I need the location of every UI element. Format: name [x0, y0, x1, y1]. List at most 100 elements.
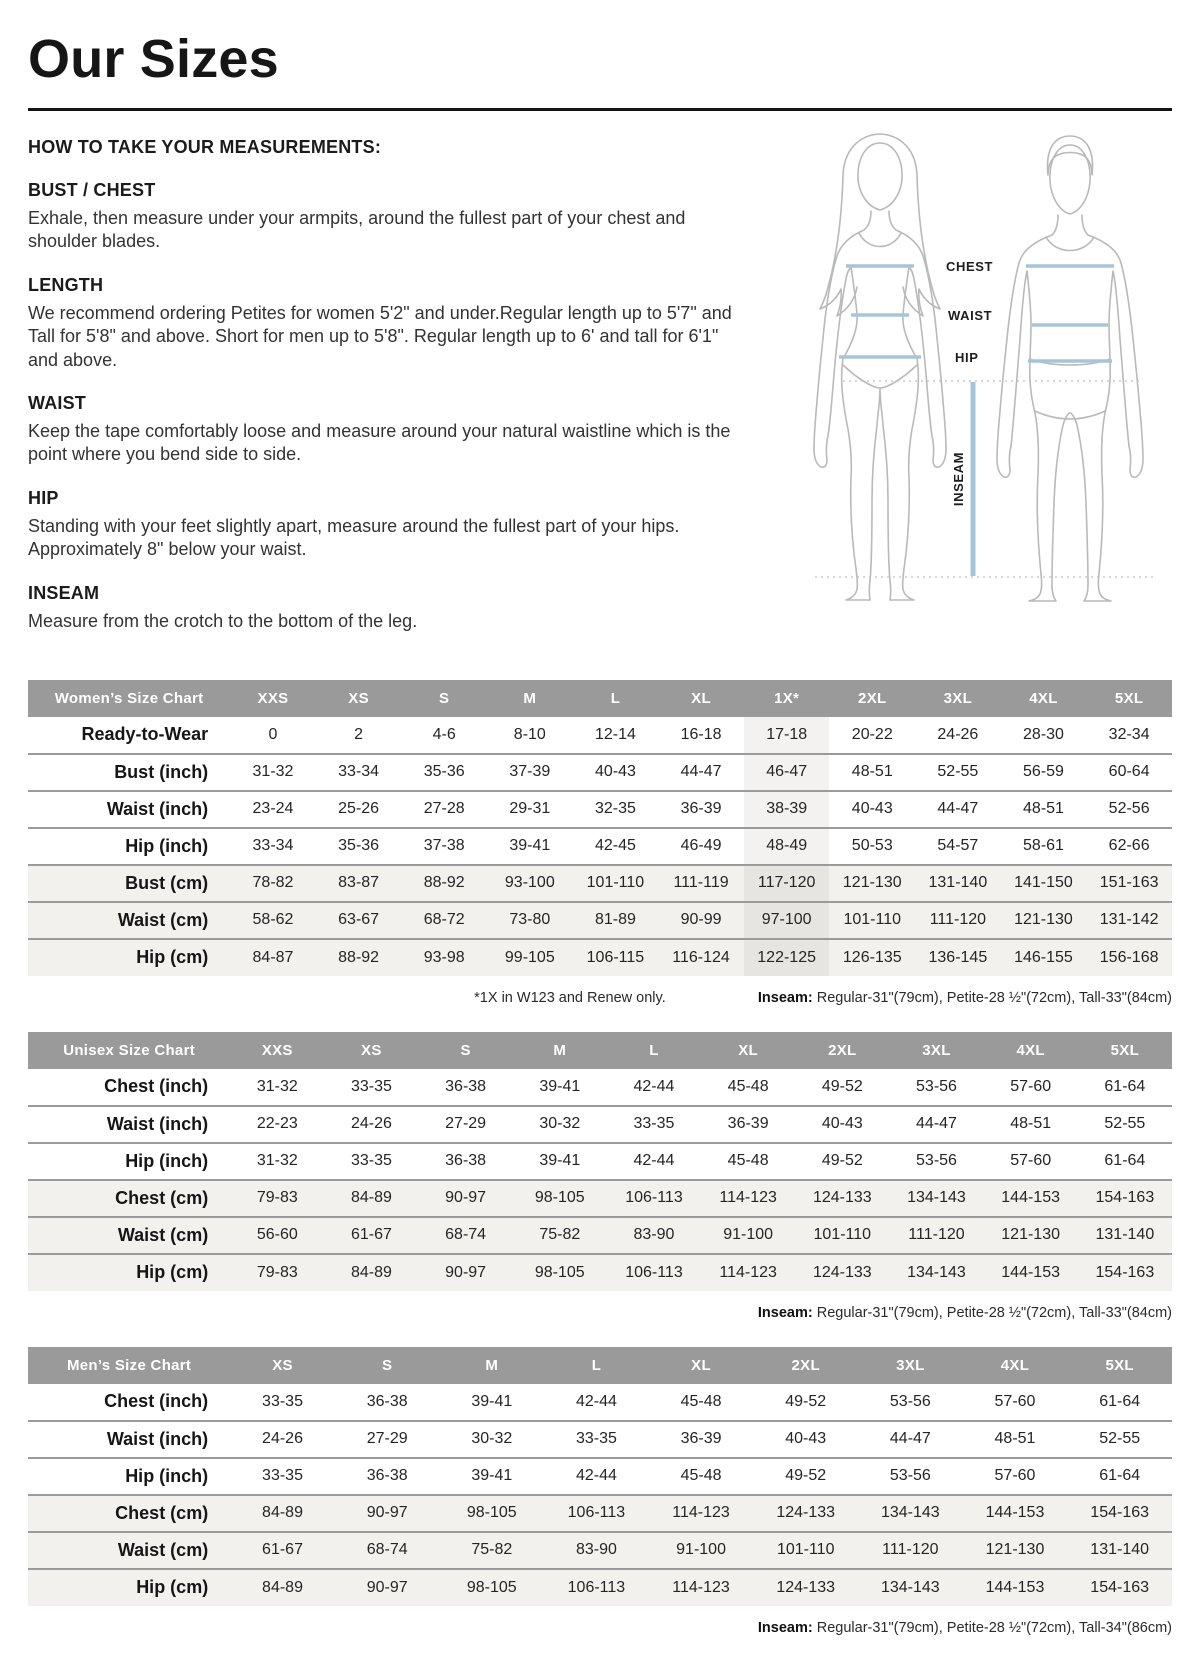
- size-cell: 30-32: [539, 1115, 581, 1133]
- size-cell: 61-64: [1104, 1152, 1146, 1170]
- size-cell: 33-35: [350, 1077, 392, 1095]
- table-row: Hip (cm) 79-83 84-89 90-97 98-105 106-113 114-…: [28, 1253, 1172, 1291]
- size-column-header: 4XL: [983, 1031, 1078, 1069]
- size-cell: 75-82: [539, 1226, 581, 1244]
- size-column-header: XL: [701, 1031, 796, 1069]
- unisex-size-chart: Unisex Size Chart XXS XS S M L XL 2XL 3XL 4XL 5XL C…: [28, 1031, 1172, 1291]
- size-cell: 49-52: [785, 1392, 827, 1410]
- body-measurement-illustration: CHEST WAIST HIP INSEAM: [813, 133, 1154, 602]
- size-cell: 63-67: [338, 911, 380, 929]
- size-cell: 24-26: [262, 1430, 303, 1448]
- page-title: Our Sizes: [28, 29, 279, 89]
- section-title: HIP: [28, 487, 59, 508]
- size-column-header: XL: [658, 679, 744, 717]
- size-cell: 91-100: [676, 1541, 726, 1559]
- size-cell: 27-29: [366, 1430, 408, 1448]
- size-cell: 42-44: [575, 1467, 617, 1485]
- size-cell: 57-60: [1010, 1077, 1052, 1095]
- size-cell: 111-120: [929, 911, 987, 929]
- size-cell: 144-153: [1001, 1189, 1060, 1207]
- size-cell: 134-143: [880, 1504, 940, 1522]
- size-cell: 12-14: [594, 725, 636, 743]
- size-cell: 42-44: [575, 1392, 617, 1410]
- size-cell: 35-36: [338, 837, 380, 855]
- size-cell: 20-22: [851, 725, 893, 743]
- size-cell: 48-51: [994, 1430, 1036, 1448]
- size-cell: 36-38: [445, 1077, 487, 1095]
- table-row: Chest (cm) 79-83 84-89 90-97 98-105 106-113 11…: [28, 1179, 1172, 1217]
- mens-footnotes: Inseam: Regular-31"(79cm), Petite-28 ½"(…: [28, 1620, 1172, 1636]
- hip-label: HIP: [955, 350, 978, 365]
- inseam-footnote-label: Inseam:: [757, 1304, 813, 1321]
- waist-label: WAIST: [948, 308, 992, 323]
- size-cell: 49-52: [785, 1467, 827, 1485]
- size-cell: 52-55: [1099, 1430, 1141, 1448]
- size-cell: 52-55: [1104, 1115, 1146, 1133]
- size-cell: 36-39: [727, 1115, 769, 1133]
- size-cell: 36-39: [680, 1430, 722, 1448]
- size-column-header: S: [334, 1346, 440, 1384]
- table-row: Hip (inch) 33-34 35-36 37-38 39-41 42-45 46-49…: [28, 827, 1172, 865]
- section-waist: WAIST Keep the tape comfortably loose an…: [28, 393, 743, 467]
- size-cell: 122-125: [743, 938, 830, 976]
- section-title: BUST / CHEST: [28, 180, 156, 200]
- size-cell: 124-133: [776, 1578, 836, 1596]
- mens-inseam-footnote: Inseam: Regular-31"(79cm), Petite-28 ½"(…: [758, 1620, 1172, 1636]
- size-cell: 32-35: [594, 800, 636, 818]
- size-cell: 60-64: [1108, 763, 1150, 781]
- size-column-header: 2XL: [753, 1346, 859, 1384]
- table-row: Hip (inch) 31-32 33-35 36-38 39-41 42-44 45-48…: [28, 1142, 1172, 1180]
- table-row: Chest (cm) 84-89 90-97 98-105 106-113 114-123…: [28, 1494, 1172, 1532]
- size-column-header: L: [606, 1031, 702, 1069]
- size-cell: 44-47: [916, 1115, 957, 1133]
- size-cell: 114-123: [672, 1504, 730, 1522]
- size-cell: 39-41: [539, 1152, 581, 1170]
- size-cell: 36-38: [366, 1467, 408, 1485]
- size-cell: 111-120: [882, 1541, 939, 1559]
- man-figure-outline: [996, 135, 1144, 602]
- size-cell: 146-155: [1014, 948, 1073, 966]
- size-cell: 56-60: [256, 1226, 298, 1244]
- size-column-header: XL: [648, 1346, 754, 1384]
- row-label: Waist (inch): [106, 798, 209, 819]
- size-cell: 45-48: [727, 1077, 769, 1095]
- inseam-footnote-text: Regular-31"(79cm), Petite-28 ½"(72cm), T…: [812, 1619, 1172, 1636]
- size-cell: 32-34: [1108, 725, 1150, 743]
- table-row: Chest (inch) 31-32 33-35 36-38 39-41 42-44 45-…: [28, 1069, 1172, 1106]
- section-body: Keep the tape comfortably loose and meas…: [28, 420, 731, 465]
- size-cell: 42-44: [633, 1152, 675, 1170]
- size-cell: 154-163: [1095, 1189, 1155, 1207]
- size-cell: 78-82: [252, 874, 294, 892]
- size-cell: 154-163: [1095, 1263, 1155, 1281]
- row-label: Waist (inch): [106, 1428, 209, 1449]
- size-cell: 144-153: [985, 1578, 1045, 1596]
- size-column-header: XS: [230, 1346, 335, 1384]
- size-cell: 48-49: [743, 827, 830, 865]
- size-cell: 79-83: [256, 1189, 298, 1207]
- size-cell: 37-38: [423, 837, 465, 855]
- table-row: Bust (cm) 78-82 83-87 88-92 93-100 101-110 111…: [28, 864, 1172, 902]
- section-title: WAIST: [28, 392, 86, 413]
- row-label: Hip (cm): [136, 947, 209, 968]
- chest-label: CHEST: [946, 259, 993, 274]
- size-cell: 90-97: [445, 1189, 487, 1207]
- size-cell: 40-43: [594, 763, 636, 781]
- size-cell: 126-135: [842, 948, 902, 966]
- size-cell: 154-163: [1090, 1578, 1150, 1596]
- size-cell: 44-47: [937, 800, 979, 818]
- size-cell: 61-64: [1099, 1467, 1141, 1485]
- row-label: Waist (cm): [117, 1539, 209, 1560]
- row-label: Chest (inch): [104, 1391, 209, 1412]
- size-column-header: M: [439, 1346, 545, 1384]
- size-cell: 121-130: [842, 874, 902, 892]
- size-cell: 124-133: [776, 1504, 836, 1522]
- size-cell: 83-90: [633, 1226, 675, 1244]
- size-cell: 53-56: [916, 1077, 957, 1095]
- size-cell: 81-89: [594, 911, 636, 929]
- inseam-footnote-text: Regular-31"(79cm), Petite-28 ½"(72cm), T…: [812, 989, 1172, 1006]
- size-cell: 111-119: [673, 874, 729, 892]
- size-column-header: M: [512, 1031, 607, 1069]
- size-cell: 131-142: [1099, 911, 1159, 929]
- size-cell: 56-59: [1023, 763, 1064, 781]
- size-cell: 16-18: [680, 725, 722, 743]
